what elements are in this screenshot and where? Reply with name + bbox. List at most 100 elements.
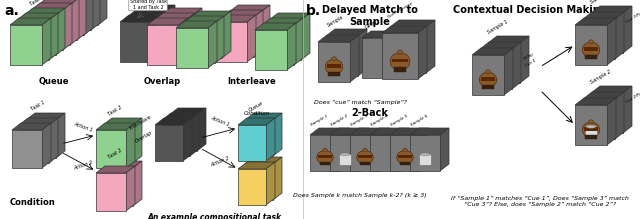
Polygon shape xyxy=(262,18,303,25)
Polygon shape xyxy=(390,135,420,171)
Text: Delay: Delay xyxy=(364,19,379,30)
Ellipse shape xyxy=(582,122,600,137)
Polygon shape xyxy=(254,10,263,57)
Polygon shape xyxy=(238,169,266,205)
Ellipse shape xyxy=(317,150,333,164)
Text: Does “cue” match “Sample”?: Does “cue” match “Sample”? xyxy=(314,100,406,105)
Polygon shape xyxy=(12,130,42,168)
Text: Overlap: Overlap xyxy=(134,130,153,144)
Polygon shape xyxy=(362,38,394,78)
Polygon shape xyxy=(350,35,359,82)
Polygon shape xyxy=(52,0,84,35)
Text: b.: b. xyxy=(306,4,321,18)
Polygon shape xyxy=(26,113,65,120)
Text: Action 2: Action 2 xyxy=(210,156,230,168)
Polygon shape xyxy=(575,25,607,65)
Polygon shape xyxy=(615,92,624,139)
Polygon shape xyxy=(222,10,263,17)
Text: Task 2: Task 2 xyxy=(107,105,123,117)
Ellipse shape xyxy=(356,150,373,164)
Ellipse shape xyxy=(586,125,596,128)
Polygon shape xyxy=(520,36,529,83)
Polygon shape xyxy=(318,42,350,82)
Text: Cue/Response: Cue/Response xyxy=(387,1,415,19)
FancyBboxPatch shape xyxy=(584,47,598,51)
Polygon shape xyxy=(169,115,197,151)
Ellipse shape xyxy=(589,120,593,124)
Polygon shape xyxy=(410,128,449,135)
Polygon shape xyxy=(330,135,360,171)
Polygon shape xyxy=(575,105,607,145)
Polygon shape xyxy=(229,5,270,12)
Polygon shape xyxy=(245,157,282,164)
Polygon shape xyxy=(155,118,192,125)
Polygon shape xyxy=(176,28,208,68)
Polygon shape xyxy=(45,0,77,40)
Polygon shape xyxy=(96,130,126,168)
FancyBboxPatch shape xyxy=(585,135,596,139)
FancyBboxPatch shape xyxy=(584,126,597,138)
Polygon shape xyxy=(591,6,632,13)
Text: a.: a. xyxy=(4,4,19,18)
Polygon shape xyxy=(147,25,179,65)
FancyBboxPatch shape xyxy=(398,155,412,158)
Text: Shared by Task
1 and Task 2: Shared by Task 1 and Task 2 xyxy=(129,0,166,10)
Polygon shape xyxy=(161,8,202,15)
Polygon shape xyxy=(215,22,247,62)
Polygon shape xyxy=(96,173,126,211)
Polygon shape xyxy=(266,118,275,161)
Polygon shape xyxy=(410,135,440,171)
Polygon shape xyxy=(326,36,358,76)
Polygon shape xyxy=(262,25,294,65)
Polygon shape xyxy=(84,0,93,35)
Polygon shape xyxy=(162,113,199,120)
Text: Action 1: Action 1 xyxy=(210,115,230,127)
Polygon shape xyxy=(183,118,192,161)
Polygon shape xyxy=(238,118,275,125)
Text: Sample 1: Sample 1 xyxy=(310,114,328,127)
Text: Condition: Condition xyxy=(244,111,270,116)
Polygon shape xyxy=(394,31,403,78)
Text: Interleave: Interleave xyxy=(129,114,153,131)
Text: Sample 5: Sample 5 xyxy=(390,114,408,127)
Polygon shape xyxy=(255,30,287,70)
Polygon shape xyxy=(98,0,107,25)
Text: Action 1: Action 1 xyxy=(73,122,93,133)
Polygon shape xyxy=(400,128,409,171)
FancyBboxPatch shape xyxy=(419,154,431,164)
Polygon shape xyxy=(24,8,65,15)
Polygon shape xyxy=(583,19,615,59)
Polygon shape xyxy=(615,12,624,59)
FancyBboxPatch shape xyxy=(360,162,371,165)
Polygon shape xyxy=(472,55,504,95)
FancyBboxPatch shape xyxy=(339,154,351,164)
Polygon shape xyxy=(190,113,199,156)
Polygon shape xyxy=(370,135,400,171)
Polygon shape xyxy=(31,3,72,10)
Ellipse shape xyxy=(363,148,367,152)
Polygon shape xyxy=(350,128,389,135)
Polygon shape xyxy=(623,6,632,53)
FancyBboxPatch shape xyxy=(328,72,340,76)
Text: An example compositional task
consisting of multiple temporal
relationships: An example compositional task consisting… xyxy=(148,213,282,219)
FancyBboxPatch shape xyxy=(399,162,410,165)
Text: Queue: Queue xyxy=(248,100,264,112)
Polygon shape xyxy=(215,15,256,22)
Polygon shape xyxy=(340,128,349,171)
Polygon shape xyxy=(360,128,369,171)
Text: Cue 1: Cue 1 xyxy=(525,59,538,68)
Polygon shape xyxy=(12,123,51,130)
Polygon shape xyxy=(418,26,427,79)
Polygon shape xyxy=(607,18,616,65)
Polygon shape xyxy=(133,118,142,163)
Polygon shape xyxy=(120,22,152,62)
Ellipse shape xyxy=(325,59,343,74)
FancyBboxPatch shape xyxy=(319,162,330,165)
Polygon shape xyxy=(222,17,254,57)
Polygon shape xyxy=(591,93,623,133)
Polygon shape xyxy=(31,10,63,50)
Ellipse shape xyxy=(323,148,327,152)
Polygon shape xyxy=(24,15,56,55)
Polygon shape xyxy=(186,13,195,60)
Polygon shape xyxy=(420,128,429,171)
